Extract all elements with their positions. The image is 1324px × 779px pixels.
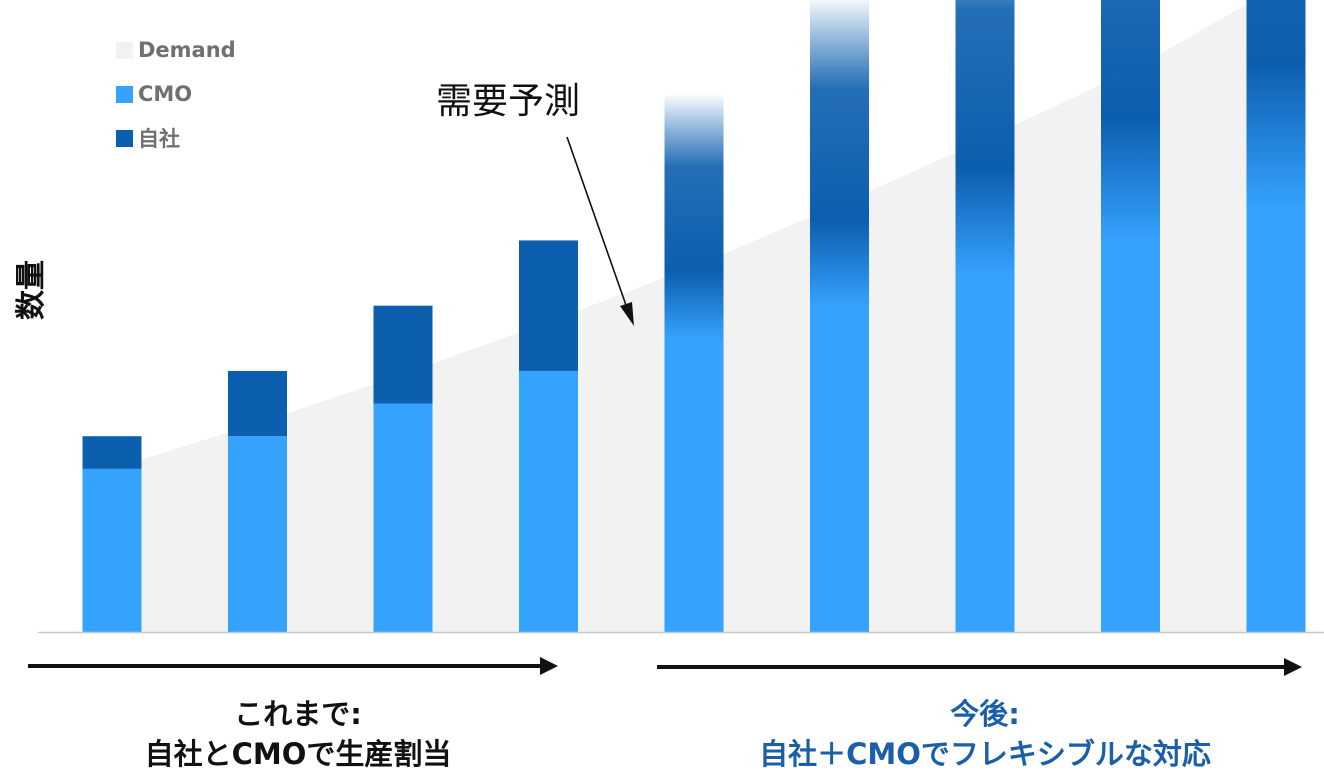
phase-label-past: これまで: 自社とCMOで生産割当 [58, 694, 538, 774]
phase-future-line2: 自社＋CMOでフレキシブルな対応 [759, 737, 1211, 771]
bar-inhouse-5 [664, 93, 724, 340]
bar-cmo-9 [1246, 207, 1306, 632]
bar-cmo-1 [82, 468, 142, 632]
bar-cmo-6 [810, 305, 869, 632]
bar-cmo-7 [955, 273, 1015, 632]
bar-cmo-5 [664, 338, 724, 632]
legend-item-cmo: CMO [116, 72, 236, 116]
phase-past-line1: これまで: [234, 697, 362, 731]
bar-inhouse-6 [810, 0, 869, 307]
phase-future-arrow-head [1284, 658, 1302, 676]
bar-inhouse-1 [82, 436, 142, 469]
bar-inhouse-3 [373, 305, 433, 404]
legend-item-demand: Demand [116, 28, 236, 72]
forecast-annotation-label: 需要予測 [436, 81, 581, 122]
legend: Demand CMO 自社 [116, 28, 236, 160]
legend-swatch-inhouse [116, 129, 133, 147]
y-axis-label: 数量 [14, 260, 49, 320]
legend-swatch-demand [116, 41, 133, 59]
phase-future-line1: 今後: [950, 697, 1020, 731]
forecast-annotation-arrowhead [620, 302, 634, 326]
bar-inhouse-9 [1246, 0, 1306, 209]
phase-past-arrow-head [540, 657, 558, 675]
bar-inhouse-2 [228, 370, 287, 437]
bar-cmo-2 [228, 436, 287, 632]
legend-label-inhouse: 自社 [138, 127, 180, 151]
bar-inhouse-4 [519, 240, 578, 371]
legend-label-cmo: CMO [138, 82, 193, 106]
bar-inhouse-8 [1101, 0, 1160, 242]
y-axis-label-wrap: 数量 [8, 250, 49, 330]
bar-cmo-4 [519, 370, 578, 632]
phase-past-line2: 自社とCMOで生産割当 [144, 737, 452, 771]
bar-cmo-8 [1101, 240, 1160, 632]
legend-label-demand: Demand [138, 38, 236, 62]
bar-inhouse-7 [955, 0, 1015, 275]
legend-swatch-cmo [116, 85, 133, 103]
forecast-annotation-pointer [566, 136, 628, 309]
bar-cmo-3 [373, 403, 433, 632]
phase-label-future: 今後: 自社＋CMOでフレキシブルな対応 [650, 694, 1320, 774]
legend-item-inhouse: 自社 [116, 116, 236, 160]
